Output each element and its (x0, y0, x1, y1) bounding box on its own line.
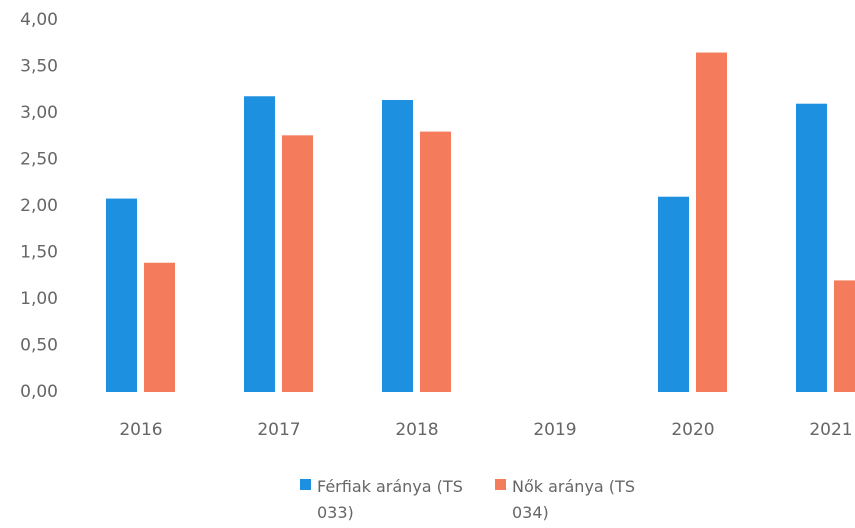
y-tick-label: 1,50 (20, 243, 58, 263)
y-tick-label: 4,00 (20, 10, 58, 30)
bar (696, 52, 727, 393)
y-tick-label: 0,00 (20, 382, 58, 402)
legend-label: Nők aránya (TS 034) (512, 477, 635, 522)
x-tick-label: 2019 (533, 420, 576, 440)
legend-item: Férfiak aránya (TS 033) (300, 474, 467, 526)
x-tick-label: 2018 (395, 420, 438, 440)
y-tick-label: 3,00 (20, 103, 58, 123)
legend-swatch (495, 479, 506, 490)
x-tick-label: 2016 (119, 420, 162, 440)
y-tick-label: 3,50 (20, 57, 58, 77)
x-tick-label: 2021 (809, 420, 852, 440)
bar (420, 131, 451, 392)
legend-label: Férfiak aránya (TS 033) (317, 477, 463, 522)
bar (106, 198, 137, 392)
bar (382, 99, 413, 392)
bar (834, 280, 855, 392)
bar (658, 196, 689, 392)
bar (796, 103, 827, 392)
chart: 0,00 0,50 1,00 1,50 2,00 2,50 3,00 3,50 4,00 2016… (20, 10, 855, 440)
bar (144, 262, 175, 392)
legend: Férfiak aránya (TS 033) Nők aránya (TS 03… (300, 474, 662, 526)
y-tick-label: 2,50 (20, 150, 58, 170)
x-tick-label: 2017 (257, 420, 300, 440)
legend-item: Nők aránya (TS 034) (495, 474, 662, 526)
legend-swatch (300, 479, 311, 490)
x-tick-label: 2020 (671, 420, 714, 440)
y-tick-label: 1,00 (20, 289, 58, 309)
bar (244, 96, 275, 392)
y-tick-label: 0,50 (20, 336, 58, 356)
y-tick-label: 2,00 (20, 196, 58, 216)
bar (282, 135, 313, 392)
